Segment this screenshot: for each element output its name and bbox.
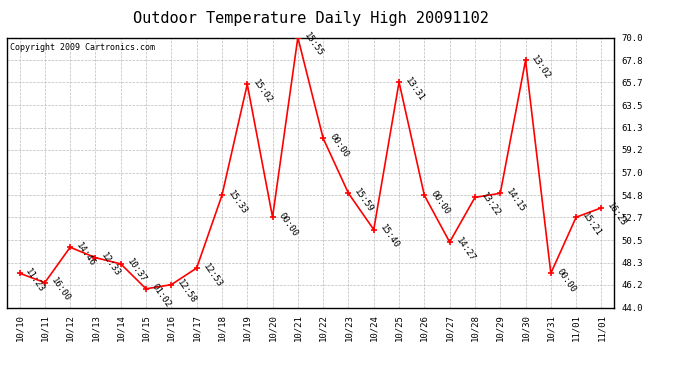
Text: Outdoor Temperature Daily High 20091102: Outdoor Temperature Daily High 20091102 [132, 11, 489, 26]
Text: Copyright 2009 Cartronics.com: Copyright 2009 Cartronics.com [10, 43, 155, 52]
Text: 00:00: 00:00 [555, 267, 578, 294]
Text: 13:22: 13:22 [479, 191, 502, 218]
Text: 15:59: 15:59 [353, 187, 375, 214]
Text: 00:00: 00:00 [327, 132, 350, 159]
Text: 00:00: 00:00 [428, 189, 451, 216]
Text: 14:46: 14:46 [75, 241, 97, 268]
Text: 15:21: 15:21 [580, 211, 603, 238]
Text: 15:33: 15:33 [226, 189, 249, 216]
Text: 12:33: 12:33 [99, 251, 122, 278]
Text: 15:02: 15:02 [251, 78, 274, 105]
Text: 15:55: 15:55 [302, 31, 325, 58]
Text: 11:23: 11:23 [23, 267, 46, 294]
Text: 16:23: 16:23 [606, 201, 629, 228]
Text: 15:40: 15:40 [378, 223, 401, 250]
Text: 10:37: 10:37 [125, 257, 148, 285]
Text: 13:31: 13:31 [403, 76, 426, 103]
Text: 01:02: 01:02 [150, 282, 173, 309]
Text: 13:02: 13:02 [530, 54, 553, 81]
Text: 00:00: 00:00 [277, 211, 299, 238]
Text: 14:15: 14:15 [504, 187, 527, 214]
Text: 12:53: 12:53 [201, 261, 224, 289]
Text: 16:00: 16:00 [49, 276, 72, 303]
Text: 12:58: 12:58 [175, 278, 198, 305]
Text: 14:27: 14:27 [454, 236, 477, 263]
